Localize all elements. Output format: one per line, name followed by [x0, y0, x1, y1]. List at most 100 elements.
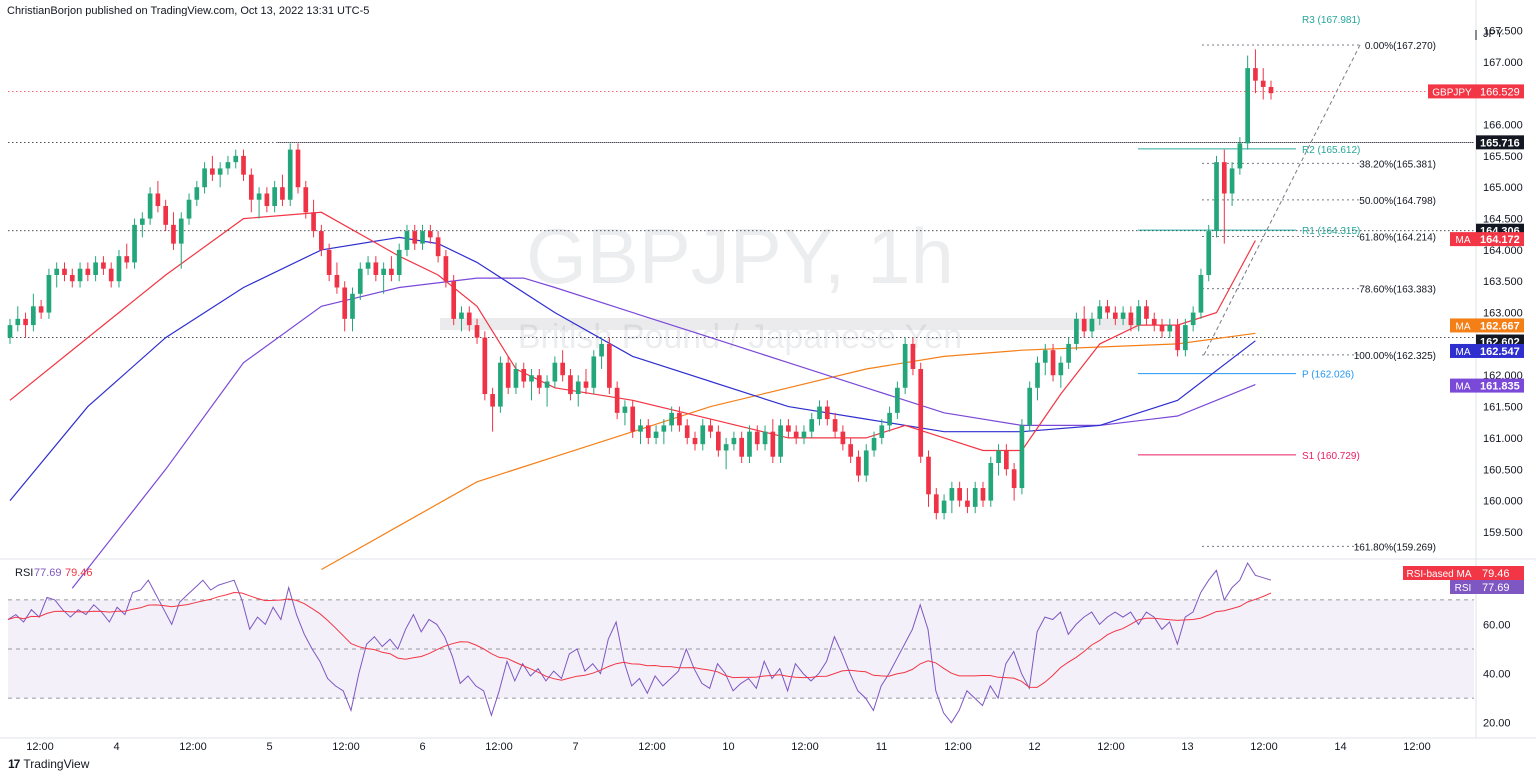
candle[interactable] [661, 419, 667, 445]
candle[interactable] [630, 400, 636, 438]
candle[interactable] [645, 419, 651, 445]
candle[interactable] [427, 224, 433, 244]
candle[interactable] [887, 406, 892, 432]
candle[interactable] [638, 419, 643, 445]
candle[interactable] [280, 174, 285, 207]
candle[interactable] [677, 406, 682, 432]
candle[interactable] [443, 249, 449, 288]
candle[interactable] [303, 180, 309, 219]
candle[interactable] [69, 268, 75, 288]
candle[interactable] [786, 419, 791, 438]
candle[interactable] [1011, 462, 1017, 501]
candle[interactable] [832, 412, 838, 438]
candle[interactable] [708, 419, 713, 438]
candle[interactable] [451, 274, 457, 326]
candle[interactable] [101, 256, 106, 275]
candle[interactable] [23, 312, 28, 338]
candle[interactable] [1074, 312, 1079, 351]
candle[interactable] [373, 256, 379, 282]
candle[interactable] [311, 199, 316, 238]
candle[interactable] [319, 224, 324, 257]
candle[interactable] [1058, 356, 1064, 388]
candle[interactable] [381, 262, 386, 294]
candle[interactable] [1136, 300, 1142, 332]
candle[interactable] [716, 425, 721, 457]
candle[interactable] [1097, 300, 1103, 326]
candle[interactable] [949, 481, 955, 514]
candle[interactable] [521, 362, 527, 388]
candle[interactable] [7, 318, 13, 344]
candle[interactable] [747, 425, 752, 463]
candle[interactable] [575, 375, 581, 407]
candle[interactable] [552, 356, 558, 388]
candle[interactable] [54, 262, 60, 288]
candle[interactable] [568, 368, 573, 401]
candle[interactable] [739, 431, 745, 463]
candle[interactable] [217, 162, 223, 188]
candle[interactable] [264, 187, 270, 213]
candle[interactable] [1081, 306, 1087, 338]
candle[interactable] [365, 256, 371, 275]
candle[interactable] [108, 262, 114, 288]
candle[interactable] [124, 243, 130, 269]
candle[interactable] [972, 481, 978, 514]
footer-brand[interactable]: 17 TradingView [8, 757, 89, 771]
candle[interactable] [1112, 306, 1118, 326]
candle[interactable] [474, 318, 480, 344]
candle[interactable] [700, 419, 706, 451]
candle[interactable] [1089, 312, 1095, 338]
candle[interactable] [988, 456, 994, 507]
candle[interactable] [824, 400, 830, 426]
candle[interactable] [155, 180, 161, 213]
fib-trend-line[interactable] [1203, 44, 1361, 356]
candle[interactable] [139, 212, 145, 238]
candle[interactable] [778, 419, 783, 463]
candle[interactable] [435, 231, 441, 263]
candle[interactable] [505, 356, 511, 395]
candle[interactable] [1151, 312, 1157, 332]
candle[interactable] [233, 149, 239, 169]
candle[interactable] [863, 444, 869, 482]
candle[interactable] [77, 262, 83, 288]
candle[interactable] [1050, 343, 1056, 382]
candle[interactable] [31, 293, 36, 332]
ma-orange-line[interactable] [321, 332, 1256, 571]
candle[interactable] [287, 143, 293, 207]
candle[interactable] [334, 262, 340, 294]
candle[interactable] [396, 243, 402, 282]
candle[interactable] [1004, 444, 1009, 476]
rsi-ma-line[interactable] [7, 591, 1272, 688]
candle[interactable] [15, 306, 21, 332]
candle[interactable] [1066, 337, 1071, 369]
candle[interactable] [116, 249, 122, 288]
candle[interactable] [583, 368, 589, 395]
candle[interactable] [62, 262, 67, 282]
candle[interactable] [490, 387, 495, 432]
candle[interactable] [599, 337, 604, 369]
candle[interactable] [178, 212, 184, 269]
candle[interactable] [1245, 55, 1250, 150]
candle[interactable] [1019, 419, 1025, 495]
candle[interactable] [38, 300, 44, 319]
candle[interactable] [202, 162, 207, 194]
candle[interactable] [957, 481, 962, 507]
candle[interactable] [980, 481, 986, 507]
candle[interactable] [996, 444, 1001, 476]
candle[interactable] [902, 337, 908, 395]
candle[interactable] [1167, 318, 1173, 338]
candle[interactable] [163, 199, 169, 232]
candle[interactable] [1042, 343, 1048, 376]
candle[interactable] [1214, 155, 1219, 238]
candle[interactable] [1190, 306, 1196, 332]
candle[interactable] [754, 425, 760, 451]
candle[interactable] [1027, 381, 1033, 432]
candle[interactable] [466, 306, 472, 332]
ma-purple-line[interactable] [71, 277, 1256, 589]
candle[interactable] [879, 419, 885, 445]
candle[interactable] [241, 149, 246, 181]
candle[interactable] [85, 262, 91, 282]
candle[interactable] [498, 356, 503, 413]
candle[interactable] [1237, 137, 1243, 175]
candle[interactable] [389, 256, 394, 282]
